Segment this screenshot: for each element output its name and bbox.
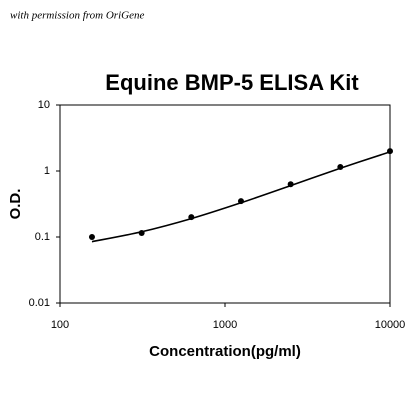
x-tick-label: 10000 [375,319,406,331]
y-axis-label: O.D. [7,189,24,220]
y-tick-label: 0.1 [35,231,50,243]
data-point [88,234,95,240]
plot-frame [59,104,391,304]
y-tick-label: 1 [44,165,50,177]
fit-curve [91,151,391,243]
x-tick-label: 1000 [213,319,237,331]
watermark: with permission from OriGene [10,10,144,22]
y-tick-label: 10 [38,99,50,111]
chart-title: Equine BMP-5 ELISA Kit [105,70,359,95]
y-tick-label: 0.01 [29,297,50,309]
x-axis-label: Concentration(pg/ml) [149,343,301,360]
x-tick-label: 100 [51,319,69,331]
